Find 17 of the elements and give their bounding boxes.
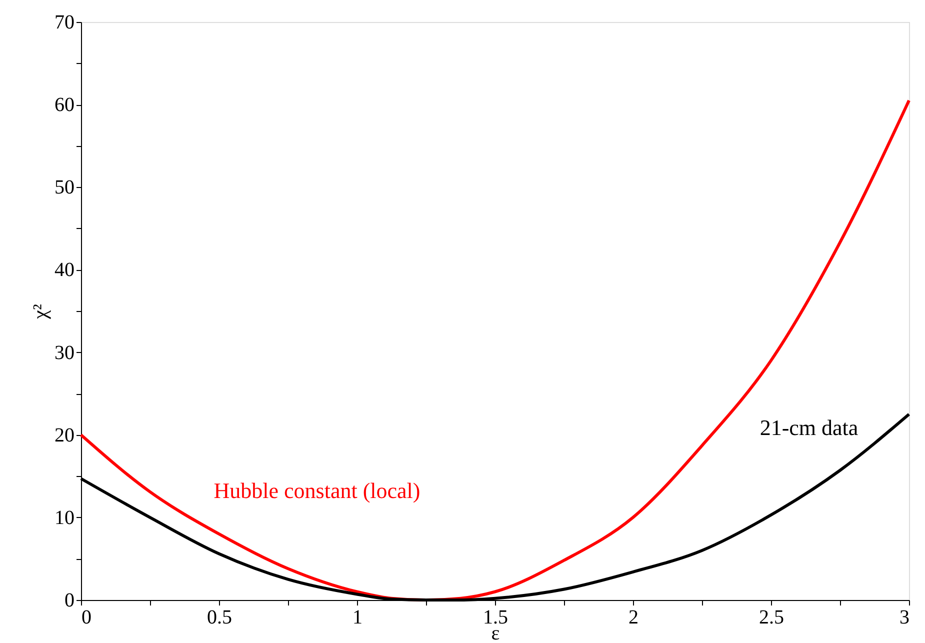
x-tick-label: 0 [82, 606, 92, 628]
y-axis-title: χ² [30, 304, 52, 320]
x-tick-label: 2.5 [759, 606, 784, 628]
series-label: 21-cm data [760, 415, 858, 440]
y-tick-label: 50 [54, 176, 74, 199]
series-label: Hubble constant (local) [214, 478, 420, 503]
x-tick-label: 2 [628, 606, 638, 628]
x-tick-label: 3 [900, 606, 910, 628]
y-tick-label: 20 [54, 424, 74, 446]
y-tick-label: 40 [54, 259, 74, 282]
y-tick-label: 70 [54, 12, 74, 34]
y-tick-label: 10 [54, 506, 74, 529]
y-tick-label: 60 [54, 94, 74, 116]
y-tick-label: 0 [64, 590, 74, 612]
y-tick-label: 30 [54, 342, 74, 364]
x-tick-label: 1 [352, 606, 362, 628]
x-tick-label: 0.5 [207, 606, 232, 628]
